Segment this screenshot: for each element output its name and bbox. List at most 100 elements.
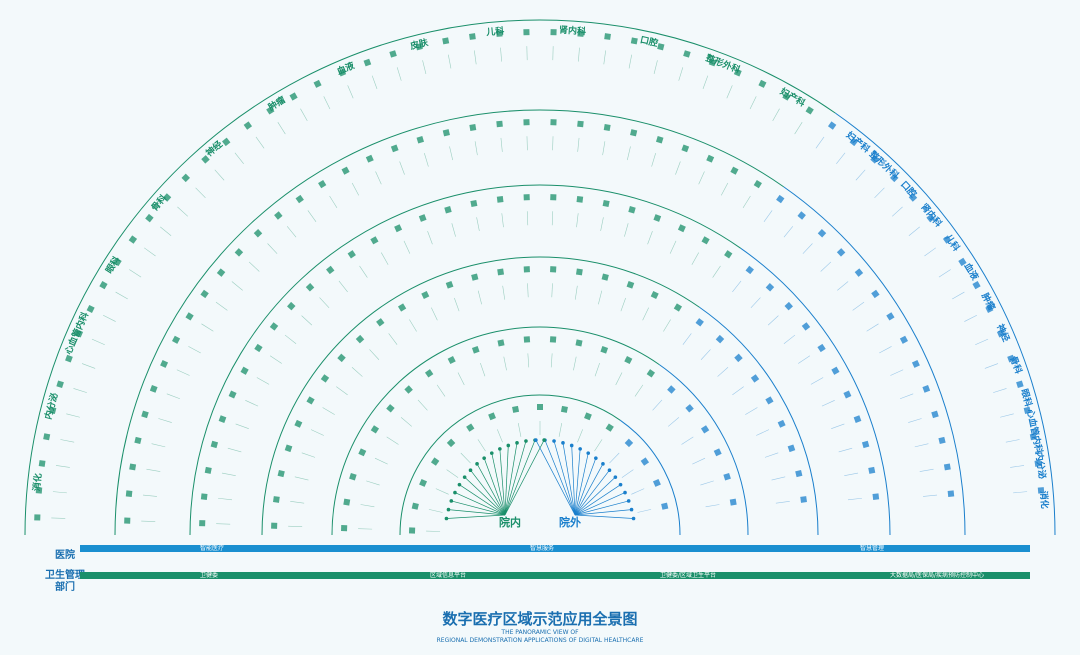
text-stub <box>500 137 503 152</box>
cell <box>985 304 994 314</box>
cell <box>601 273 609 281</box>
text-stub <box>103 315 116 322</box>
cell <box>700 425 710 434</box>
cell <box>496 196 504 203</box>
row-label: 医院 <box>55 550 75 561</box>
text-stub <box>146 468 161 472</box>
tree-branch <box>448 509 506 516</box>
cell <box>447 355 456 365</box>
text-stub <box>73 388 87 393</box>
text-stub <box>307 210 317 223</box>
ring-arc <box>114 109 785 536</box>
cell <box>922 384 931 393</box>
text-stub <box>284 334 297 344</box>
tree-branch <box>574 509 632 516</box>
section-label: 区域信息平台 <box>430 572 467 579</box>
department-label: 血液 <box>335 59 357 77</box>
text-stub <box>91 338 105 346</box>
cell <box>765 283 775 292</box>
cell <box>931 410 939 419</box>
text-stub <box>603 50 606 65</box>
text-stub <box>501 213 504 228</box>
cell <box>523 119 530 126</box>
cell <box>733 68 742 77</box>
department-label: 消化 <box>30 473 44 492</box>
tree-node <box>444 516 449 521</box>
section-label: 智慧管理 <box>860 545 885 552</box>
cell <box>604 33 611 40</box>
text-stub <box>720 182 729 196</box>
cell <box>390 144 399 153</box>
cell <box>488 412 496 421</box>
cell <box>911 359 920 368</box>
department-label: 整形外科 <box>703 51 742 76</box>
text-stub <box>269 355 282 364</box>
cell <box>124 517 131 524</box>
text-stub <box>668 417 680 427</box>
tree-branch <box>574 492 626 516</box>
tree-branch <box>574 469 610 516</box>
cell <box>523 194 530 201</box>
tree-node <box>482 456 486 460</box>
section-bar: 智能医疗 智慧服务 智慧管理 <box>80 545 1030 552</box>
text-stub <box>396 67 402 81</box>
cell <box>343 498 351 506</box>
cell <box>442 37 450 45</box>
cell <box>228 390 237 399</box>
cell <box>75 329 84 338</box>
cell <box>724 250 733 259</box>
department-label: 皮肤 <box>408 36 430 52</box>
text-stub <box>745 407 758 415</box>
cell <box>549 336 557 343</box>
text-stub <box>663 319 671 332</box>
cell <box>870 155 879 164</box>
text-stub <box>428 509 443 513</box>
text-stub <box>984 363 999 369</box>
department-label: 肾内科 <box>559 24 587 38</box>
cell <box>172 335 181 344</box>
cell <box>523 336 531 343</box>
cell <box>640 457 650 466</box>
cell <box>469 124 477 131</box>
tree-node <box>534 438 538 442</box>
cell <box>466 423 475 432</box>
cell <box>853 415 862 423</box>
text-stub <box>594 362 600 377</box>
cell <box>496 30 503 37</box>
cell <box>145 213 154 223</box>
cell <box>277 469 285 478</box>
cell <box>210 440 219 449</box>
department-label: 血液 <box>962 261 982 283</box>
text-stub <box>820 261 832 272</box>
department-label: 口腔 <box>639 34 659 50</box>
cell <box>683 50 691 58</box>
text-stub <box>1010 465 1025 468</box>
tree-node <box>594 456 598 460</box>
text-stub <box>628 54 632 69</box>
text-stub <box>712 265 721 278</box>
text-stub <box>899 393 914 400</box>
text-stub <box>924 247 936 257</box>
cell <box>750 374 760 383</box>
tree-node <box>626 499 631 503</box>
cell <box>408 527 416 534</box>
cell <box>827 121 837 130</box>
cell <box>430 457 440 466</box>
department-label: 儿科 <box>942 231 963 253</box>
text-stub <box>301 315 313 326</box>
text-stub <box>454 297 460 312</box>
cell <box>134 436 142 445</box>
ring-arc <box>659 364 749 536</box>
cell <box>243 121 253 130</box>
cell <box>958 257 967 267</box>
cell <box>128 235 138 244</box>
cell <box>1023 406 1031 414</box>
text-stub <box>526 211 529 226</box>
cell <box>872 493 880 500</box>
text-stub <box>609 452 620 464</box>
text-stub <box>577 137 580 152</box>
row-label: 卫生管理部门 <box>45 570 85 593</box>
cell <box>404 385 413 394</box>
text-stub <box>578 47 580 62</box>
text-stub <box>775 501 790 504</box>
